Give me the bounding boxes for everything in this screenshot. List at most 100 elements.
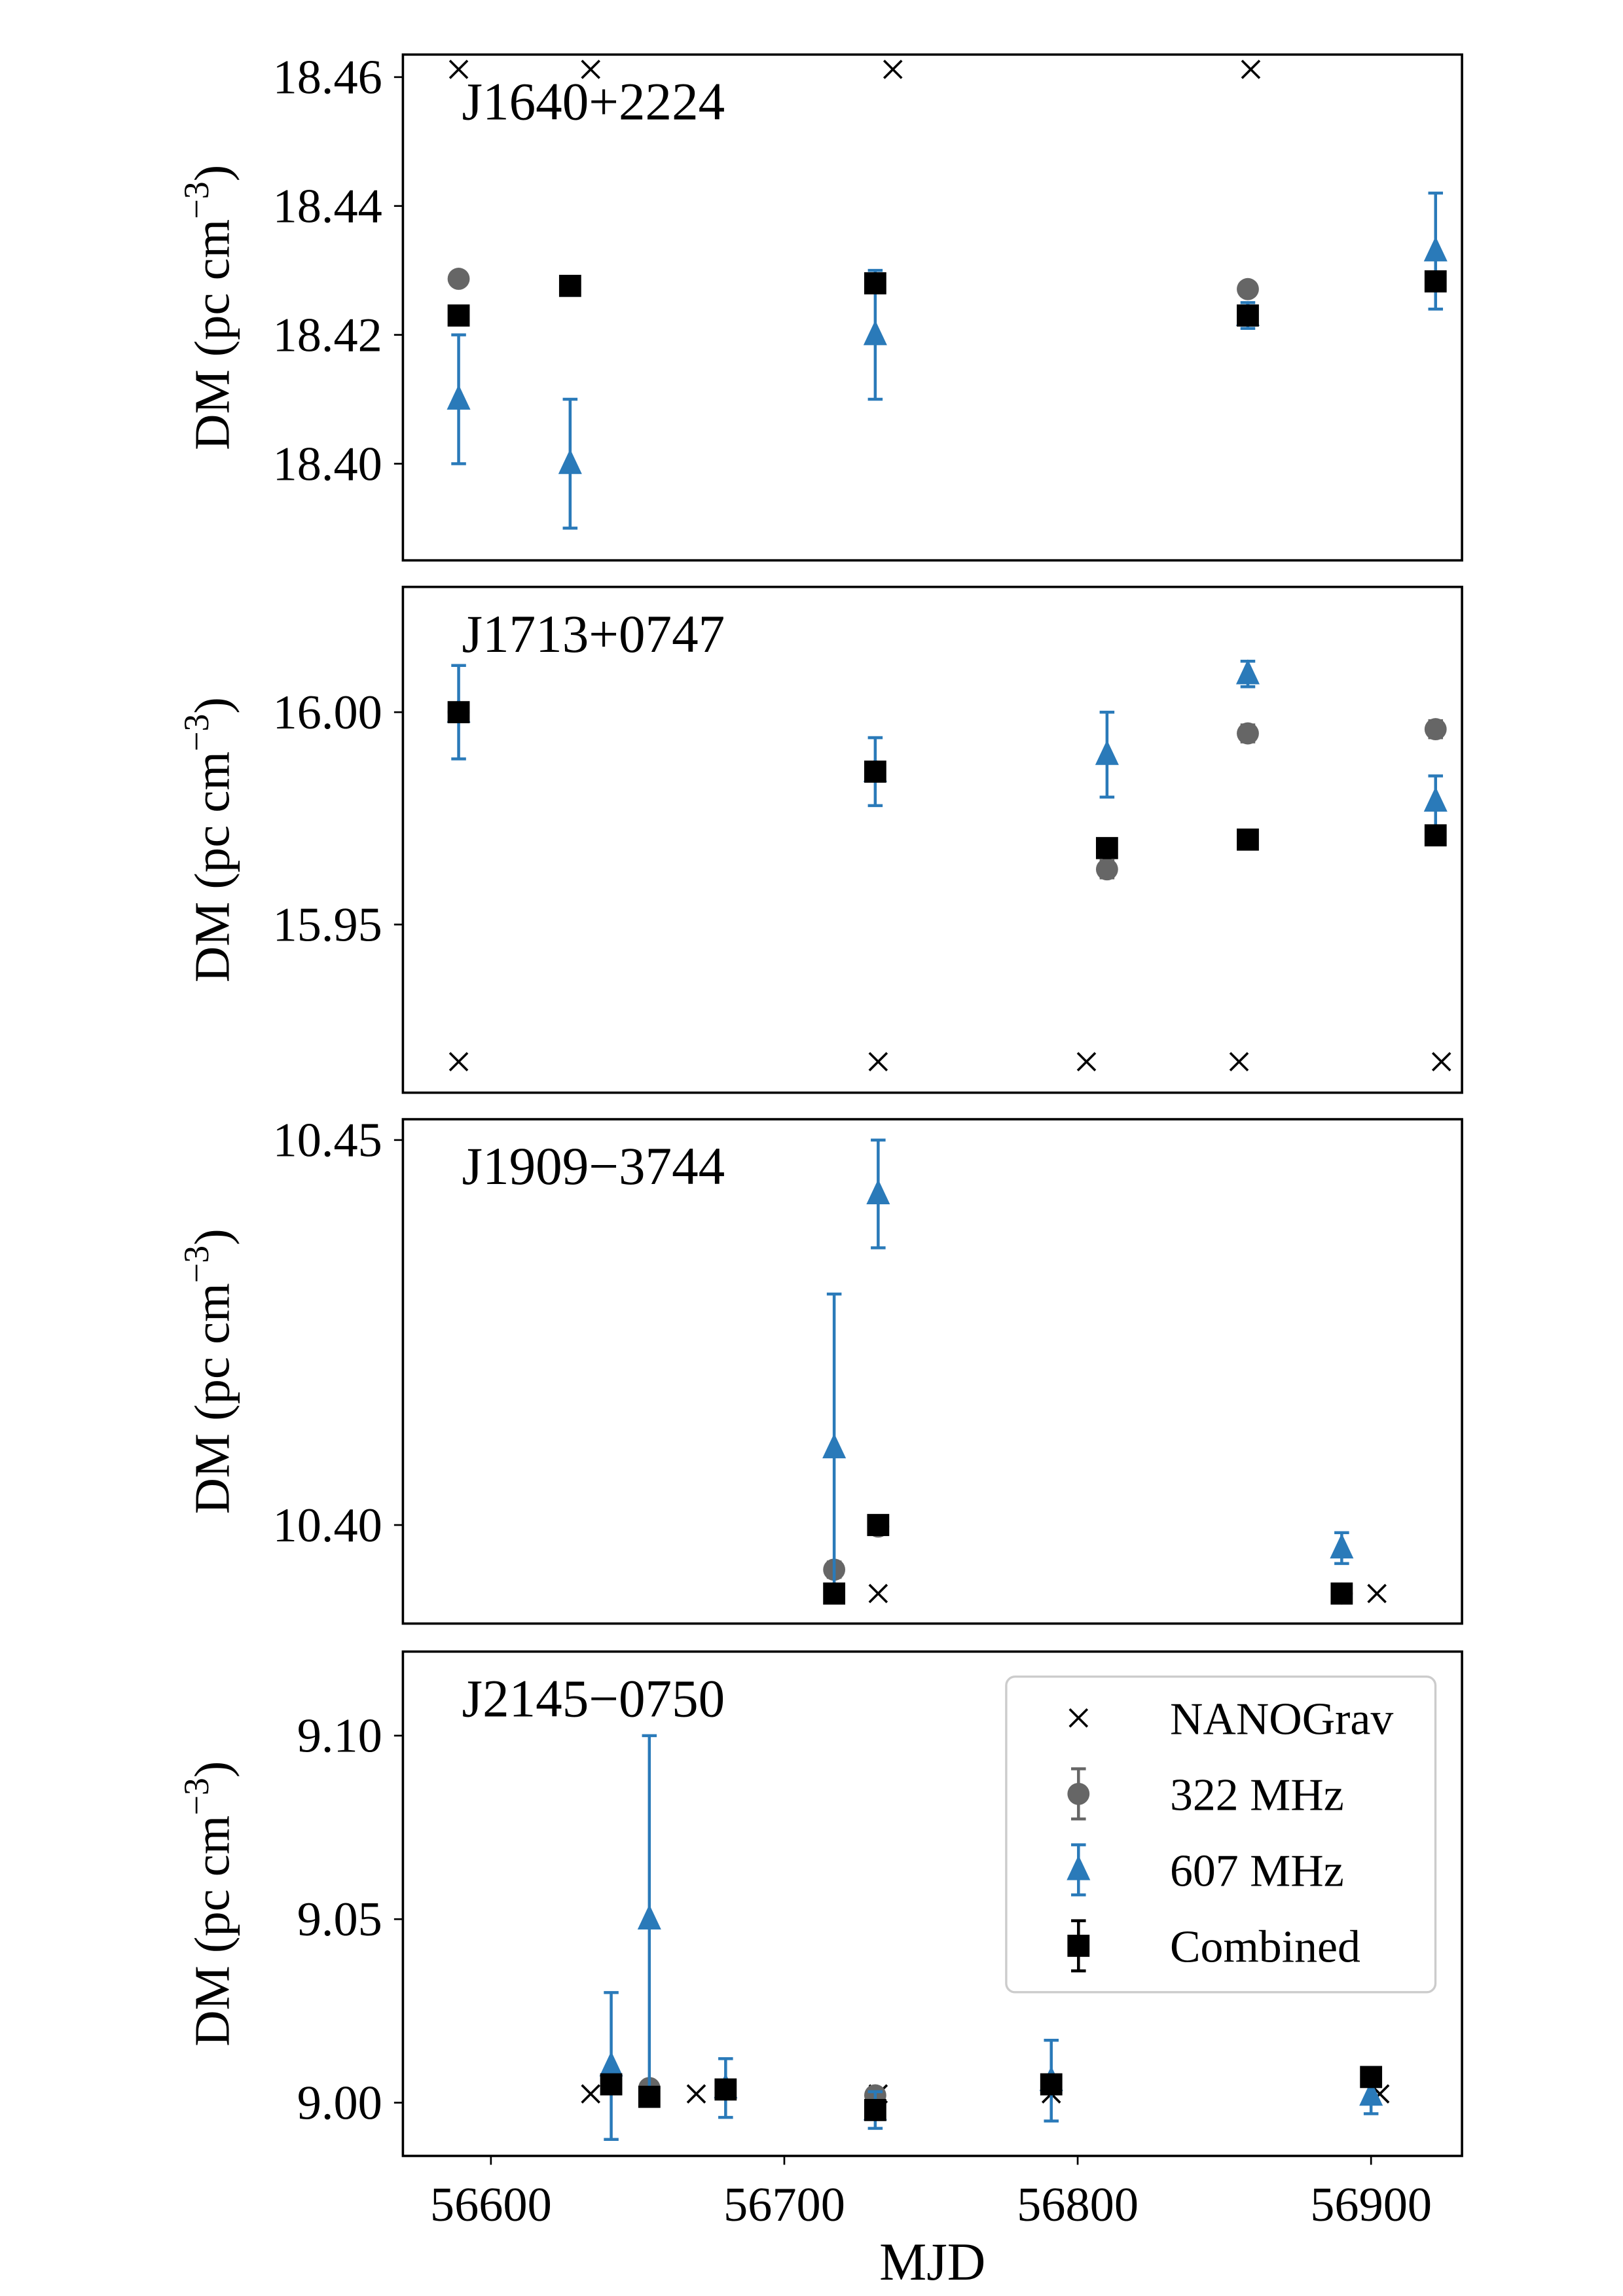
data-point-mhz607 <box>1359 2080 1383 2106</box>
series-mhz607 <box>822 1138 1354 1604</box>
data-point-combined <box>558 274 581 297</box>
panel-title: J1909−3744 <box>462 1137 725 1196</box>
data-point-combined <box>447 304 470 327</box>
legend-entry-nanograv: NANOGrav <box>1068 1695 1393 1745</box>
legend: NANOGrav 322 MHz 607 MHz Combined <box>1005 1676 1437 1994</box>
data-point-mhz607 <box>866 1179 890 1204</box>
data-point-mhz607 <box>1330 1533 1354 1559</box>
legend-box <box>1005 1676 1437 1994</box>
plot-area <box>447 659 1451 1071</box>
data-point-combined <box>600 2073 623 2096</box>
data-point-nanograv <box>581 60 600 79</box>
y-tick-label: 9.05 <box>297 1893 382 1946</box>
data-point-combined <box>1424 270 1447 293</box>
data-point-mhz322 <box>447 268 470 290</box>
data-point-mhz322 <box>1237 722 1259 745</box>
legend-label: 607 MHz <box>1170 1846 1344 1897</box>
series-mhz322 <box>638 2077 886 2107</box>
data-point-mhz322 <box>1095 858 1118 881</box>
legend-entry-mhz607: 607 MHz <box>1067 1843 1344 1897</box>
plot-area <box>822 1138 1387 1605</box>
data-point-combined <box>1095 836 1118 859</box>
data-point-mhz607 <box>1423 786 1448 812</box>
panel-title: J1713+0747 <box>462 605 725 664</box>
y-axis-label: DM (pc cm−3) <box>177 1761 240 2047</box>
data-point-combined <box>714 2078 737 2101</box>
legend-entry-combined: Combined <box>1067 1919 1360 1973</box>
y-tick-label: 15.95 <box>273 898 382 952</box>
x-tick-label: 56800 <box>1017 2178 1139 2232</box>
data-point-combined <box>867 1514 890 1536</box>
data-point-nanograv <box>686 2084 706 2104</box>
data-point-nanograv <box>868 1583 888 1604</box>
x-tick-label: 56700 <box>723 2178 845 2232</box>
series-combined <box>823 1514 1353 1605</box>
data-point-nanograv <box>1241 60 1261 79</box>
y-tick-label: 18.40 <box>273 437 382 491</box>
panel-title: J1640+2224 <box>462 72 725 131</box>
data-point-combined <box>1040 2073 1063 2096</box>
legend-label: 322 MHz <box>1170 1770 1344 1821</box>
data-point-combined <box>864 2098 886 2121</box>
data-point-combined <box>864 761 886 783</box>
data-point-combined <box>1360 2066 1383 2089</box>
series-combined <box>600 2066 1383 2121</box>
data-point-mhz607 <box>599 2051 623 2077</box>
series-combined <box>447 701 1447 859</box>
data-point-mhz607 <box>863 320 887 346</box>
legend-label: NANOGrav <box>1170 1695 1393 1745</box>
series-mhz607 <box>447 191 1448 530</box>
series-mhz322 <box>447 701 1447 881</box>
data-point-nanograv <box>868 1052 888 1071</box>
x-tick-label: 56600 <box>430 2178 552 2232</box>
series-combined <box>447 270 1447 327</box>
data-point-combined <box>1424 824 1447 847</box>
y-tick-label: 10.40 <box>273 1499 382 1552</box>
y-tick-label: 9.10 <box>297 1710 382 1763</box>
data-point-nanograv <box>581 2084 600 2104</box>
data-point-nanograv <box>448 60 469 79</box>
data-point-nanograv <box>448 1052 469 1071</box>
y-tick-label: 9.00 <box>297 2076 382 2130</box>
data-point-mhz607 <box>1423 236 1448 262</box>
data-point-mhz607 <box>558 448 582 475</box>
data-point-combined <box>1237 304 1259 327</box>
data-point-nanograv <box>1367 1583 1387 1604</box>
data-point-mhz607 <box>447 384 471 410</box>
panel-4: 9.00 9.05 9.10 DM (pc cm−3) J2145−0750 <box>177 1650 1463 2157</box>
data-point-mhz322 <box>1424 718 1447 740</box>
legend-marker-nanograv <box>1068 1708 1089 1728</box>
data-point-combined <box>823 1582 846 1605</box>
plot-area <box>447 60 1448 530</box>
y-tick-label: 10.45 <box>273 1114 382 1168</box>
data-point-mhz607 <box>637 1904 661 1930</box>
y-axis-label: DM (pc cm−3) <box>177 697 240 982</box>
x-tick-label: 56900 <box>1310 2178 1432 2232</box>
data-point-combined <box>447 701 470 724</box>
axes-frame <box>401 585 1463 1094</box>
panel-3: 10.40 10.45 DM (pc cm−3) J1909−3744 <box>177 1114 1463 1625</box>
series-mhz607 <box>447 659 1448 829</box>
legend-marker-mhz607 <box>1067 1855 1091 1880</box>
x-axis-label: MJD <box>879 2233 985 2291</box>
plot-area <box>581 1734 1390 2141</box>
y-axis-label: DM (pc cm−3) <box>177 165 240 450</box>
series-nanograv <box>448 60 1261 79</box>
data-point-nanograv <box>883 60 903 79</box>
panel-1: 18.40 18.42 18.44 18.46 DM (pc cm−3) J1640+22… <box>177 51 1463 562</box>
axes-frame <box>401 1118 1463 1625</box>
legend-entry-mhz322: 322 MHz <box>1067 1767 1344 1821</box>
data-point-nanograv <box>1076 1052 1097 1071</box>
data-point-nanograv <box>1229 1052 1249 1071</box>
data-point-nanograv <box>1431 1052 1451 1071</box>
y-tick-label: 18.46 <box>273 51 382 105</box>
data-point-mhz607 <box>822 1433 847 1459</box>
y-tick-label: 18.44 <box>273 179 382 233</box>
data-point-combined <box>864 272 886 295</box>
axes-frame <box>401 53 1463 562</box>
axes-frame <box>401 1650 1463 2157</box>
panel-title: J2145−0750 <box>462 1670 725 1729</box>
series-mhz322 <box>447 268 1259 300</box>
data-point-mhz607 <box>1235 659 1260 685</box>
